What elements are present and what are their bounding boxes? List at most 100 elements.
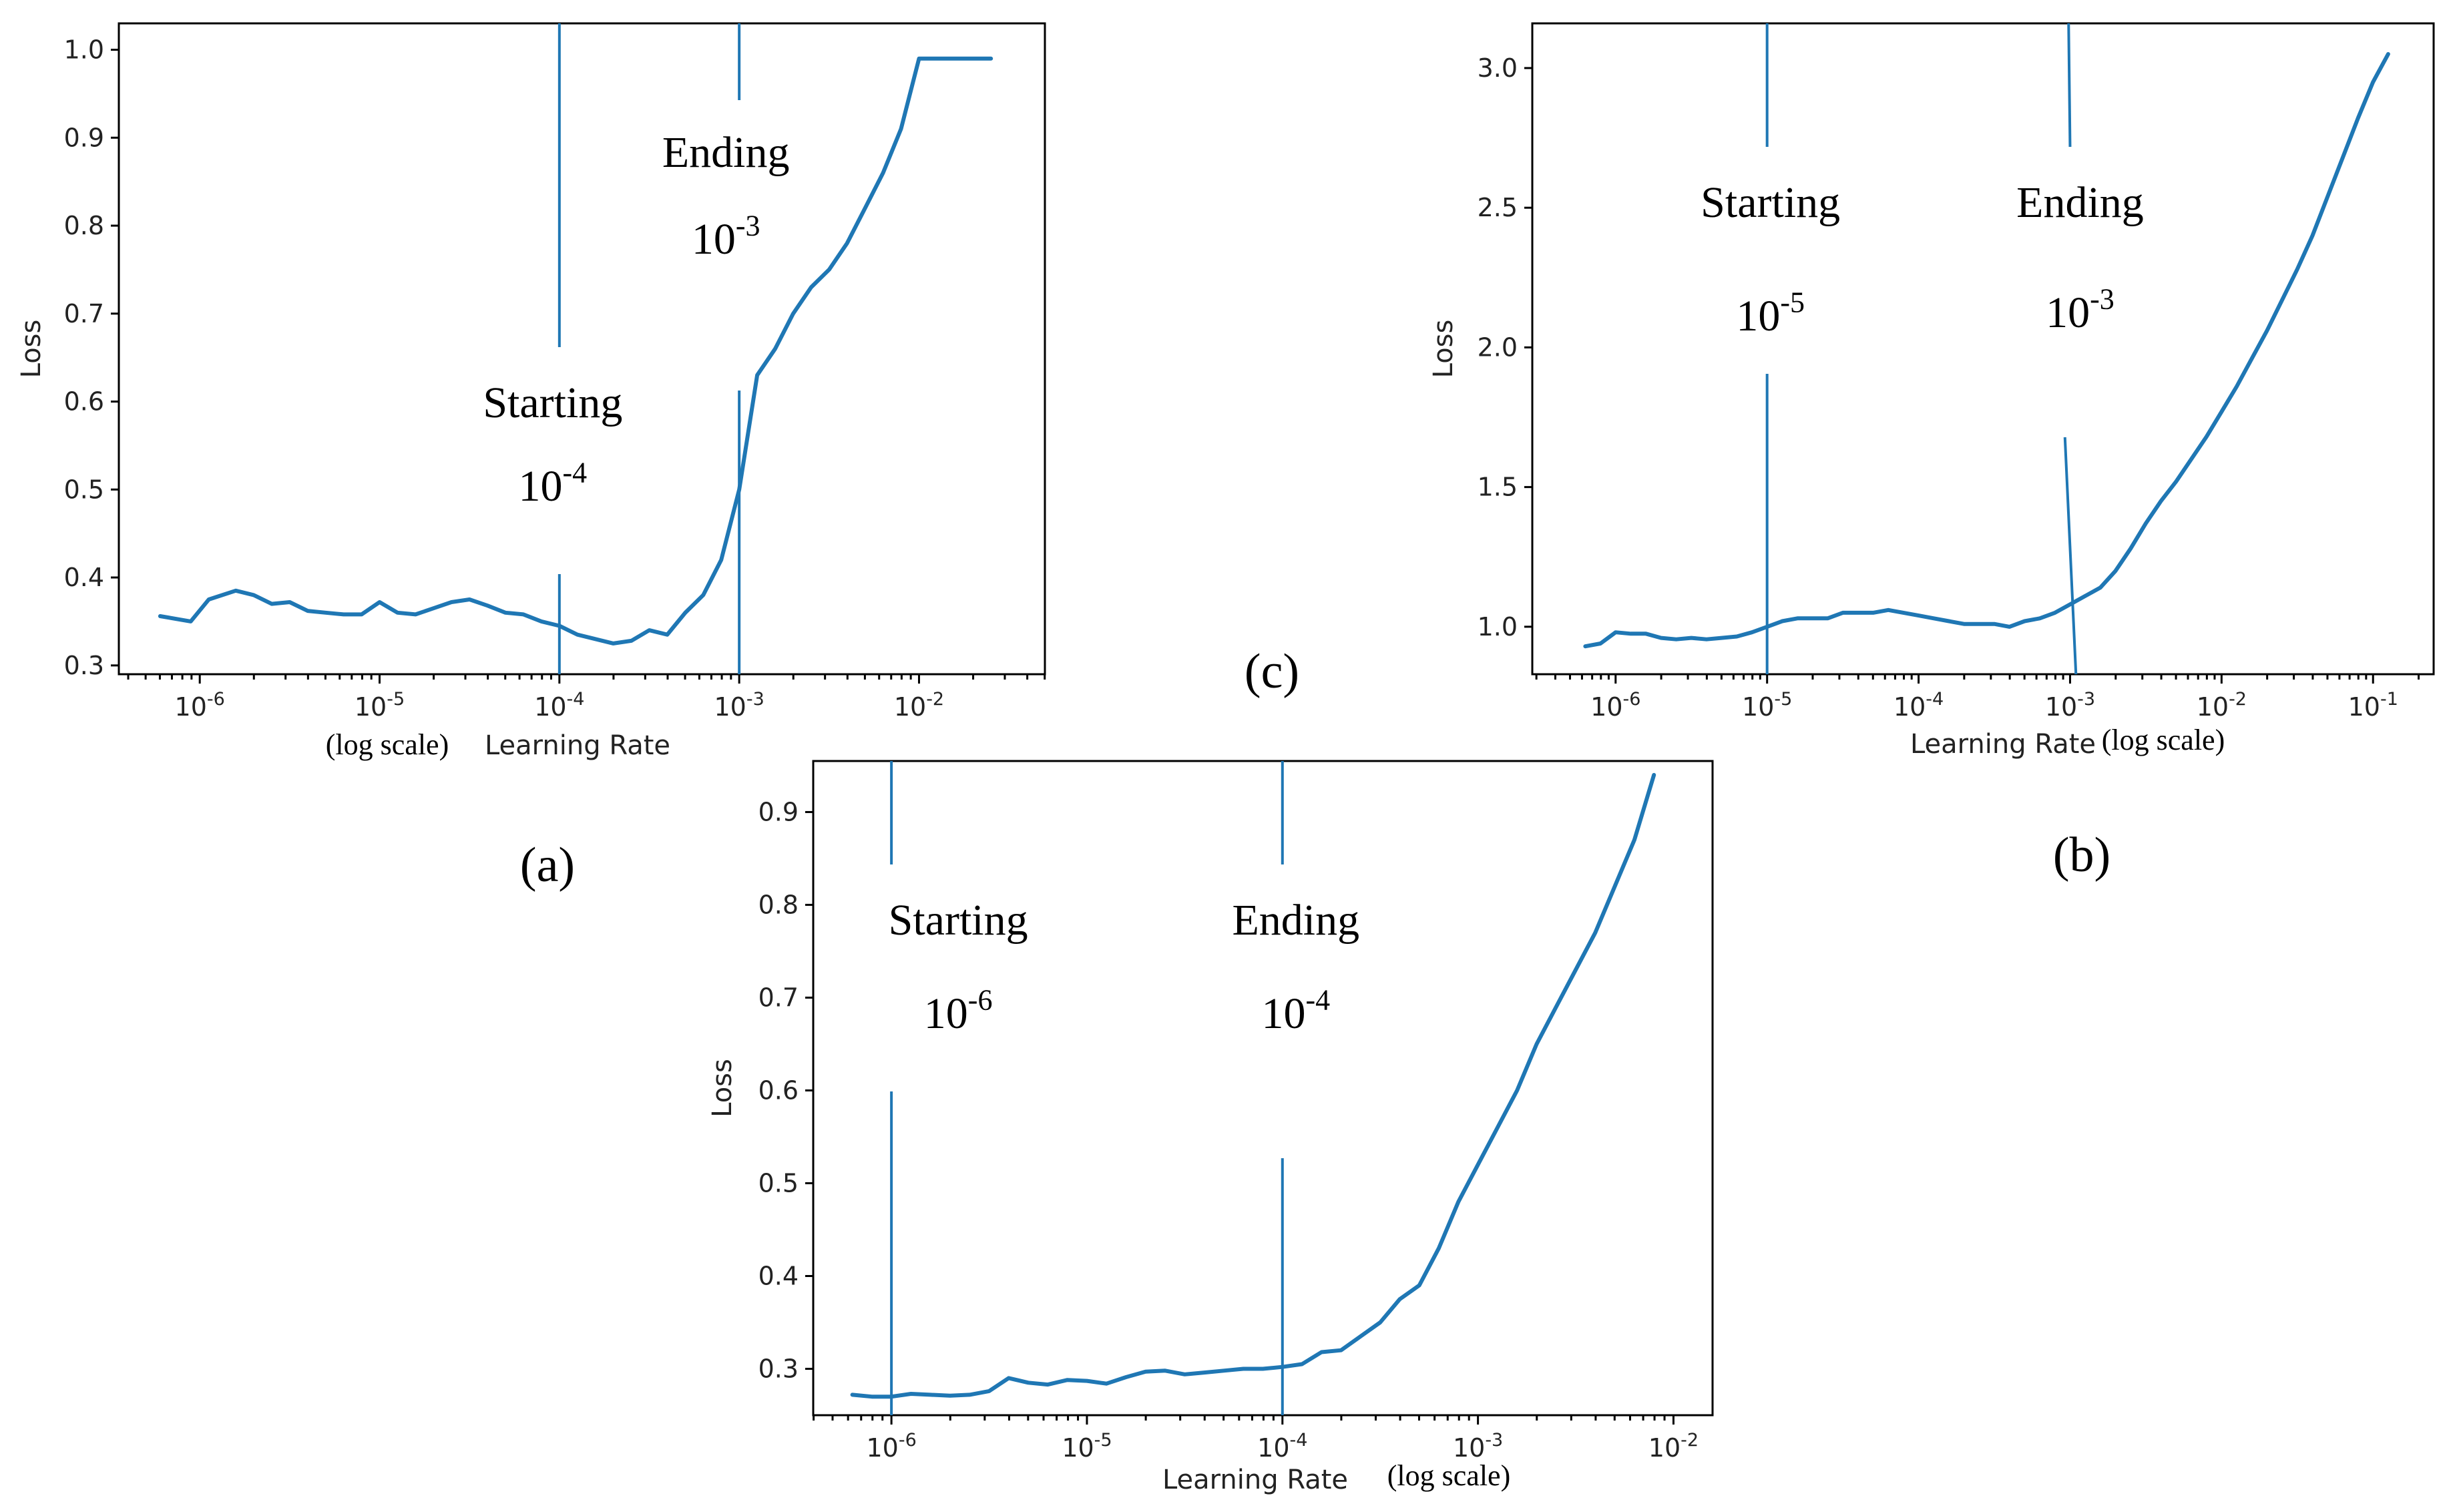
x-tick-label: 10-6 xyxy=(866,1430,916,1463)
x-tick-label: 10-5 xyxy=(355,689,405,722)
x-tick-label: 10-3 xyxy=(1453,1430,1503,1463)
marker-value: 10-4 xyxy=(519,456,588,511)
x-tick-label-exp: -6 xyxy=(899,1430,917,1451)
x-tick-label: 10-4 xyxy=(534,689,584,722)
marker-value-exp: -4 xyxy=(563,456,588,489)
x-tick-label-base: 10 xyxy=(355,692,387,722)
y-tick-label: 2.0 xyxy=(1478,332,1518,362)
x-tick-label-base: 10 xyxy=(534,692,566,722)
x-tick-label-exp: -3 xyxy=(2077,689,2095,710)
y-tick-label: 0.6 xyxy=(758,1075,799,1105)
x-tick-label-exp: -1 xyxy=(2380,689,2398,710)
x-tick-label: 10-6 xyxy=(1590,689,1640,722)
x-axis-label: Learning Rate xyxy=(1910,729,2096,760)
x-tick-label-base: 10 xyxy=(2348,692,2380,722)
x-tick-label-exp: -2 xyxy=(926,689,944,710)
chart-b: 1.01.52.02.53.010-6 10-5 10-4 10-3 10-2 10-1L… xyxy=(1428,22,2435,760)
marker-value-base: 10 xyxy=(2046,288,2090,337)
x-axis-scale-note: (log scale) xyxy=(326,728,449,761)
y-tick-label: 0.7 xyxy=(758,983,799,1012)
y-tick-label: 3.0 xyxy=(1478,53,1518,83)
x-tick-label-exp: -5 xyxy=(387,689,405,710)
x-tick-label-exp: -4 xyxy=(1926,689,1944,710)
marker-value-base: 10 xyxy=(519,462,563,511)
x-tick-label-base: 10 xyxy=(2197,692,2229,722)
x-tick-label-base: 10 xyxy=(866,1433,898,1463)
y-tick-label: 0.7 xyxy=(64,299,104,328)
x-tick-label: 10-1 xyxy=(2348,689,2398,722)
marker-value-exp: -3 xyxy=(736,209,760,242)
loss-curve xyxy=(158,56,993,646)
marker-value-base: 10 xyxy=(692,215,736,264)
marker-value-base: 10 xyxy=(924,989,968,1038)
x-tick-label-base: 10 xyxy=(1648,1433,1681,1463)
x-tick-label-base: 10 xyxy=(1257,1433,1289,1463)
chart-c: 0.30.40.50.60.70.80.910-6 10-5 10-4 10-3 10-… xyxy=(707,760,1714,1495)
marker-value: 10-3 xyxy=(692,209,760,264)
marker-value: 10-5 xyxy=(1736,286,1805,340)
y-tick-label: 1.0 xyxy=(1478,612,1518,642)
marker-value-exp: -6 xyxy=(968,983,993,1016)
x-tick-label: 10-4 xyxy=(1257,1430,1307,1463)
marker-value: 10-3 xyxy=(2046,282,2114,337)
y-tick-label: 0.4 xyxy=(64,563,104,592)
x-tick-label: 10-6 xyxy=(175,689,225,722)
y-tick-label: 0.6 xyxy=(64,387,104,417)
x-tick-label: 10-2 xyxy=(1648,1430,1699,1463)
y-axis-label: Loss xyxy=(16,320,47,379)
panel-label: (c) xyxy=(1245,644,1299,699)
x-axis-label: Learning Rate xyxy=(1162,1465,1348,1495)
y-tick-label: 2.5 xyxy=(1478,193,1518,222)
x-tick-label-base: 10 xyxy=(1742,692,1774,722)
x-tick-label-base: 10 xyxy=(894,692,926,722)
x-tick-label-base: 10 xyxy=(1062,1433,1094,1463)
panel-label: (b) xyxy=(2053,828,2110,883)
y-tick-label: 0.8 xyxy=(758,890,799,919)
x-tick-label-exp: -2 xyxy=(1681,1430,1699,1451)
marker-value-exp: -4 xyxy=(1305,983,1330,1016)
marker-value-exp: -5 xyxy=(1780,286,1805,318)
marker-line-lower xyxy=(2063,437,2078,675)
x-tick-label-exp: -2 xyxy=(2229,689,2247,710)
marker-value-exp: -3 xyxy=(2090,282,2114,315)
x-tick-label-base: 10 xyxy=(714,692,746,722)
marker-value: 10-6 xyxy=(924,983,993,1038)
marker-value-base: 10 xyxy=(1261,989,1305,1038)
marker-value: 10-4 xyxy=(1261,983,1330,1038)
marker-title: Starting xyxy=(889,896,1028,945)
x-tick-label: 10-5 xyxy=(1062,1430,1112,1463)
y-tick-label: 0.5 xyxy=(64,475,104,504)
y-axis-label: Loss xyxy=(1428,320,1459,379)
x-tick-label-exp: -4 xyxy=(567,689,585,710)
x-tick-label-exp: -6 xyxy=(1623,689,1641,710)
y-tick-label: 0.5 xyxy=(758,1168,799,1198)
marker-title: Starting xyxy=(483,379,622,427)
marker-value-base: 10 xyxy=(1736,292,1780,340)
marker-title: Ending xyxy=(2016,178,2144,227)
plot-frame xyxy=(812,760,1714,1417)
y-tick-label: 1.0 xyxy=(64,35,104,65)
x-tick-label-exp: -3 xyxy=(746,689,764,710)
x-tick-label-exp: -3 xyxy=(1485,1430,1503,1451)
x-axis-label: Learning Rate xyxy=(485,730,670,761)
y-tick-label: 1.5 xyxy=(1478,473,1518,502)
x-tick-label: 10-3 xyxy=(2045,689,2095,722)
x-tick-label: 10-2 xyxy=(894,689,944,722)
x-tick-label: 10-3 xyxy=(714,689,764,722)
x-axis-scale-note: (log scale) xyxy=(1387,1459,1510,1492)
x-tick-label-base: 10 xyxy=(2045,692,2077,722)
y-tick-label: 0.3 xyxy=(64,651,104,680)
x-tick-label-base: 10 xyxy=(1893,692,1926,722)
y-axis-label: Loss xyxy=(707,1059,738,1117)
y-tick-label: 0.9 xyxy=(758,797,799,826)
y-tick-label: 0.3 xyxy=(758,1354,799,1383)
x-tick-label: 10-4 xyxy=(1893,689,1944,722)
marker-title: Starting xyxy=(1701,178,1840,227)
plot-frame xyxy=(1531,22,2435,676)
x-tick-label-base: 10 xyxy=(1453,1433,1485,1463)
x-tick-label-exp: -5 xyxy=(1774,689,1792,710)
panel-label: (a) xyxy=(520,838,575,893)
y-tick-label: 0.9 xyxy=(64,123,104,152)
x-tick-label-exp: -4 xyxy=(1290,1430,1308,1451)
